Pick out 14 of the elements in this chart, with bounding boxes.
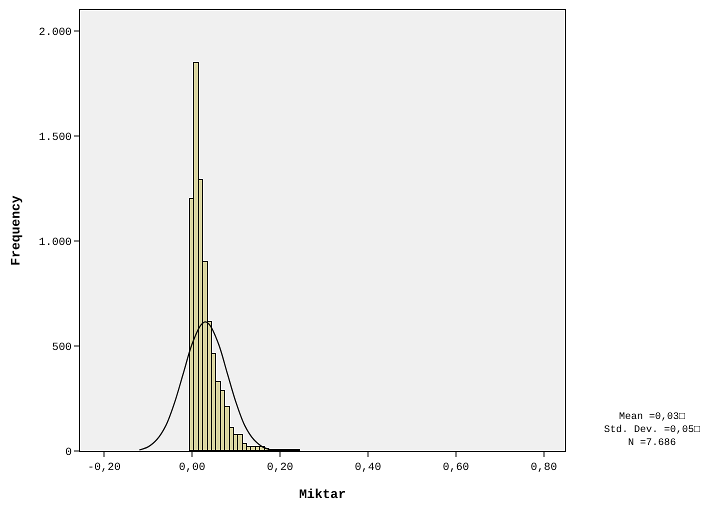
y-axis-title: Frequency xyxy=(8,195,24,266)
text: Mean =0,03□ Std. Dev. =0,05□ N =7.686 xyxy=(604,412,700,449)
x-tick-label: -0,20 xyxy=(88,462,121,474)
x-axis-title: Miktar xyxy=(299,486,346,502)
x-tick-label: 0,40 xyxy=(354,462,382,474)
y-tick-label: 1.500 xyxy=(38,132,72,144)
y-tick-label: 500 xyxy=(52,342,72,354)
y-tick-label: 1.000 xyxy=(38,236,72,249)
x-tick-label: 0,60 xyxy=(442,462,470,474)
y-tick-label: 0 xyxy=(65,446,72,459)
x-tick-label: 0,80 xyxy=(530,462,558,474)
y-tick-label: 2.000 xyxy=(38,26,72,39)
x-tick-label: 0,00 xyxy=(178,462,206,474)
x-tick-label: 0,20 xyxy=(266,462,294,474)
